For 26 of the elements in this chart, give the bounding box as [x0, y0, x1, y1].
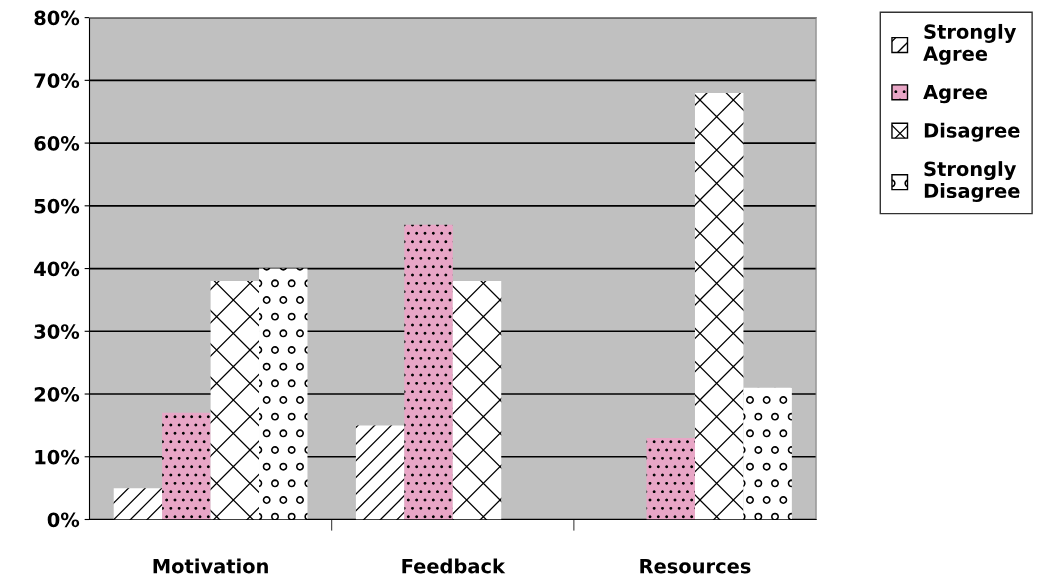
bar — [646, 437, 695, 520]
legend-label: Agree — [923, 84, 988, 104]
bar — [743, 387, 792, 520]
y-tick-label: 50% — [34, 198, 80, 214]
legend-label: Strongly Disagree — [924, 161, 1020, 203]
bar — [694, 92, 744, 520]
x-tick-label: Resources — [640, 558, 751, 574]
y-tick-label: 30% — [34, 324, 80, 339]
bar — [113, 488, 163, 520]
bar — [162, 412, 211, 520]
y-tick-label: 10% — [35, 449, 80, 465]
bar — [355, 425, 405, 520]
legend-label: Strongly Agree — [923, 23, 1017, 65]
y-tick-label: 80% — [34, 10, 80, 26]
bar — [210, 281, 260, 520]
y-tick-label: 60% — [34, 136, 80, 151]
bar — [259, 268, 308, 520]
y-tick-label: 0% — [47, 512, 80, 528]
bar — [452, 281, 502, 520]
x-tick-label: Motivation — [153, 558, 268, 574]
legend-label: Disagree — [924, 122, 1020, 142]
y-tick-label: 20% — [34, 386, 80, 402]
y-tick-label: 70% — [34, 73, 80, 89]
bar — [404, 224, 453, 520]
x-tick-label: Feedback — [402, 558, 506, 574]
y-tick-label: 40% — [34, 261, 80, 277]
